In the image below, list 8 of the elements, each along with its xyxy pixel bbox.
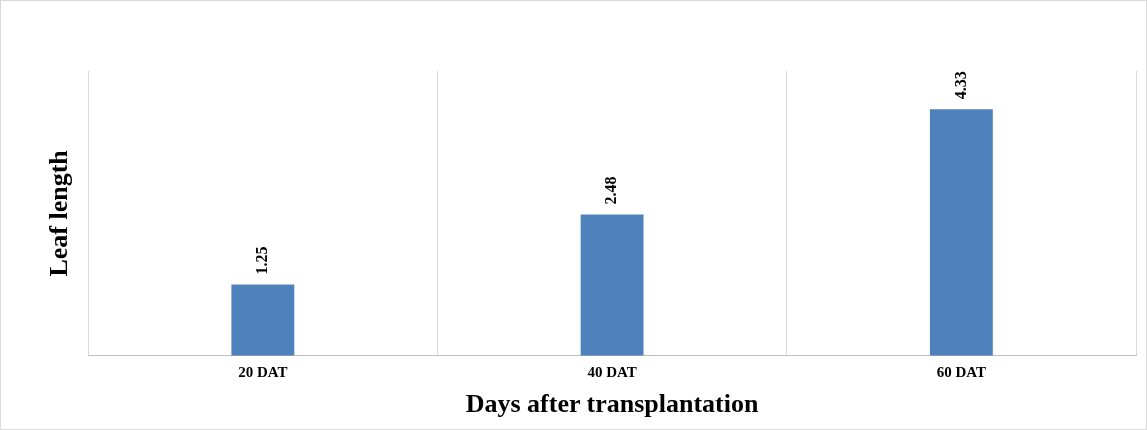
- data-label: 2.48: [602, 176, 620, 205]
- x-tick-label: 60 DAT: [936, 363, 987, 380]
- data-label: 1.25: [252, 246, 270, 275]
- data-label: 4.33: [951, 71, 969, 100]
- y-axis-title: Leaf length: [44, 149, 74, 277]
- x-tick-label: 40 DAT: [587, 363, 637, 380]
- x-axis-title: Days after transplantation: [465, 389, 760, 419]
- x-tick-label: 20 DAT: [238, 363, 288, 380]
